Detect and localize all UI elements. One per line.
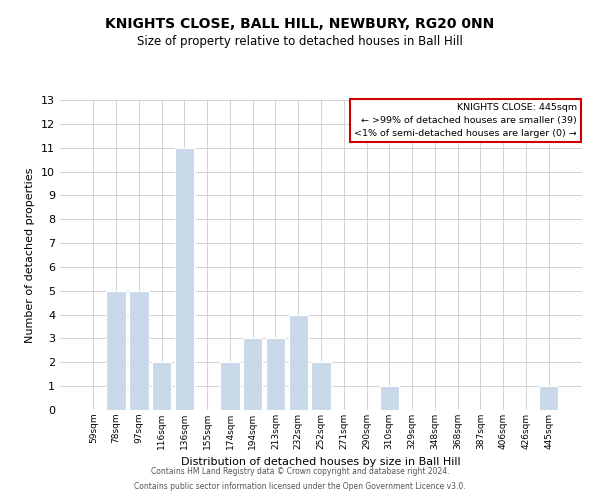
Text: KNIGHTS CLOSE: 445sqm
← >99% of detached houses are smaller (39)
<1% of semi-det: KNIGHTS CLOSE: 445sqm ← >99% of detached… bbox=[354, 103, 577, 138]
Bar bbox=[106, 291, 126, 410]
Text: Size of property relative to detached houses in Ball Hill: Size of property relative to detached ho… bbox=[137, 35, 463, 48]
Bar bbox=[152, 362, 172, 410]
Text: Contains public sector information licensed under the Open Government Licence v3: Contains public sector information licen… bbox=[134, 482, 466, 491]
Text: KNIGHTS CLOSE, BALL HILL, NEWBURY, RG20 0NN: KNIGHTS CLOSE, BALL HILL, NEWBURY, RG20 … bbox=[106, 18, 494, 32]
Bar bbox=[289, 314, 308, 410]
Y-axis label: Number of detached properties: Number of detached properties bbox=[25, 168, 35, 342]
Bar bbox=[311, 362, 331, 410]
Bar bbox=[175, 148, 194, 410]
Text: Contains HM Land Registry data © Crown copyright and database right 2024.: Contains HM Land Registry data © Crown c… bbox=[151, 467, 449, 476]
Bar bbox=[380, 386, 399, 410]
Bar bbox=[220, 362, 239, 410]
X-axis label: Distribution of detached houses by size in Ball Hill: Distribution of detached houses by size … bbox=[181, 458, 461, 468]
Bar bbox=[243, 338, 262, 410]
Bar bbox=[539, 386, 558, 410]
Bar bbox=[129, 291, 149, 410]
Bar bbox=[266, 338, 285, 410]
